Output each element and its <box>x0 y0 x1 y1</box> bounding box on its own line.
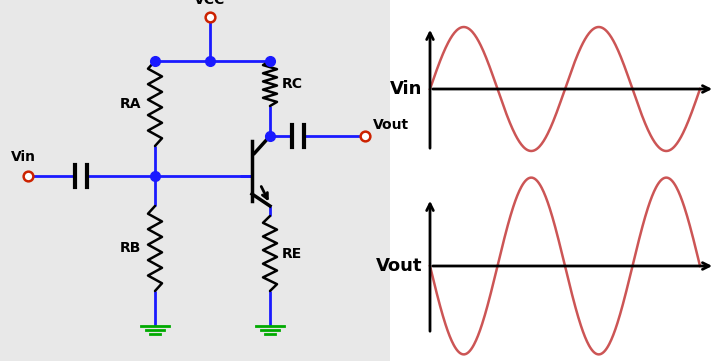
Text: RE: RE <box>282 247 302 261</box>
Bar <box>0 0 390 361</box>
Text: Vin: Vin <box>11 150 35 164</box>
Text: RA: RA <box>119 96 141 110</box>
Text: RB: RB <box>119 242 141 256</box>
Text: RC: RC <box>282 77 303 91</box>
Text: Vin: Vin <box>390 80 422 98</box>
Text: VCC: VCC <box>194 0 226 7</box>
Text: Vout: Vout <box>373 118 409 132</box>
Text: Vout: Vout <box>376 257 422 275</box>
